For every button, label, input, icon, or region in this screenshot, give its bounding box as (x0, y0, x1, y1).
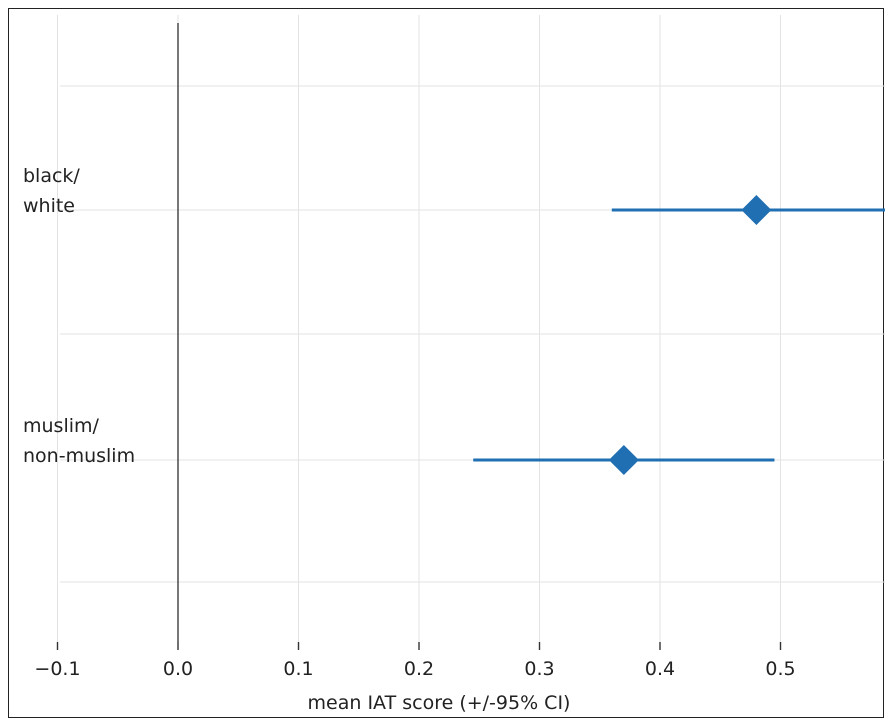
x-tick-label: −0.1 (34, 658, 80, 680)
x-tick-label: 0.0 (163, 658, 193, 680)
category-label: muslim/ (23, 415, 100, 437)
x-tick-label: 0.3 (524, 658, 554, 680)
x-tick-label: 0.2 (404, 658, 434, 680)
mean-marker (741, 195, 772, 225)
category-label: white (23, 195, 75, 217)
forest-plot: −0.1 0.0 0.1 0.2 0.3 0.4 0.5 black/white muslim… (23, 15, 885, 714)
chart-frame: −0.1 0.0 0.1 0.2 0.3 0.4 0.5 black/white muslim… (8, 8, 885, 718)
x-axis-label: mean IAT score (+/-95% CI) (308, 692, 571, 714)
category-label: black/ (23, 165, 80, 187)
mean-marker (608, 445, 639, 475)
category-label: non-muslim (23, 445, 135, 467)
x-tick-label: 0.5 (765, 658, 795, 680)
x-tick-label: 0.1 (283, 658, 313, 680)
x-tick-label: 0.4 (645, 658, 675, 680)
